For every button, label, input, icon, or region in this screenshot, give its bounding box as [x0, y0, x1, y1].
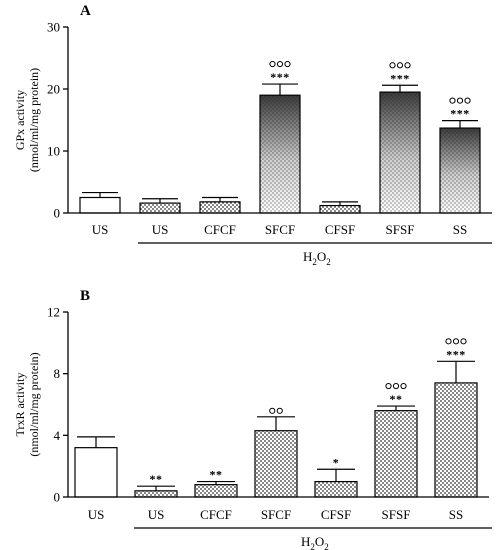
panel-b: B TrxR activity (nmol/ml/mg protein) 0 4 8 12 U…	[13, 288, 492, 550]
y-tick-label: 4	[54, 428, 61, 443]
x-tick-label: CFSF	[325, 222, 355, 237]
significance-circle	[276, 407, 283, 414]
y-tick-label: 0	[54, 206, 61, 221]
significance-circle	[269, 407, 276, 414]
x-tick-label: SS	[449, 507, 463, 522]
significance-circle	[392, 382, 400, 390]
y-tick-label: 12	[47, 305, 60, 320]
panel-letter: A	[80, 3, 91, 19]
significance-circle	[452, 338, 460, 345]
significance-circle	[400, 382, 407, 390]
panel-letter: B	[80, 288, 90, 304]
x-tick-label: SFSF	[386, 222, 415, 237]
bar	[134, 490, 178, 498]
bar-texture	[380, 92, 420, 213]
bar-texture	[260, 95, 300, 213]
x-tick-label: CFCF	[204, 222, 236, 237]
x-tick-label: SS	[453, 222, 467, 237]
x-tick-label: US	[148, 507, 165, 522]
y-axis-title: (nmol/ml/mg protein)	[27, 68, 41, 172]
x-tick-label: SFSF	[382, 507, 411, 522]
bar	[199, 201, 241, 214]
bar-texture	[440, 128, 480, 213]
y-tick-label: 0	[54, 490, 61, 505]
group-label: H2O2	[303, 249, 331, 267]
significance-asterisks: ***	[390, 71, 410, 85]
significance-circle	[389, 62, 396, 69]
bar	[314, 480, 358, 498]
significance-circle	[464, 97, 471, 104]
significance-circle	[404, 62, 411, 69]
x-tick-label: US	[152, 222, 169, 237]
significance-circle	[456, 97, 464, 104]
significance-asterisks: **	[150, 472, 163, 486]
y-axis-title: (nmol/ml/mg protein)	[27, 352, 41, 456]
x-tick-label: US	[92, 222, 109, 237]
significance-circle	[284, 60, 291, 68]
x-tick-label: SFCF	[265, 222, 295, 237]
y-tick-label: 8	[54, 366, 61, 381]
x-tick-label: US	[88, 507, 105, 522]
x-tick-label: SFCF	[261, 507, 291, 522]
significance-circle	[460, 338, 467, 345]
significance-asterisks: ***	[450, 107, 470, 121]
y-axis-title: TrxR activity	[13, 373, 27, 437]
significance-circle	[385, 382, 392, 390]
x-tick-label: CFCF	[200, 507, 232, 522]
bar	[194, 484, 238, 498]
significance-circle	[449, 97, 456, 104]
y-tick-label: 30	[47, 20, 60, 35]
group-label: H2O2	[301, 534, 329, 550]
bar	[74, 447, 118, 498]
bar	[319, 204, 361, 214]
significance-asterisks: *	[333, 455, 340, 469]
bar	[374, 410, 418, 498]
significance-circle	[276, 60, 284, 68]
significance-asterisks: ***	[446, 347, 466, 361]
significance-circle	[445, 338, 452, 345]
significance-asterisks: **	[390, 392, 403, 406]
bar	[254, 430, 298, 498]
bar	[139, 202, 181, 214]
bar	[79, 196, 121, 214]
significance-circle	[396, 62, 404, 69]
significance-circle	[269, 60, 276, 68]
bar	[434, 382, 478, 498]
y-tick-label: 10	[47, 144, 60, 159]
y-tick-label: 20	[47, 82, 60, 97]
y-axis-title: GPx activity	[13, 90, 27, 150]
significance-asterisks: ***	[270, 70, 290, 84]
significance-asterisks: **	[210, 468, 223, 482]
x-tick-label: CFSF	[321, 507, 351, 522]
panel-a: A GPx activity (nmol/ml/mg protein) 0 10 20 30…	[13, 3, 492, 267]
